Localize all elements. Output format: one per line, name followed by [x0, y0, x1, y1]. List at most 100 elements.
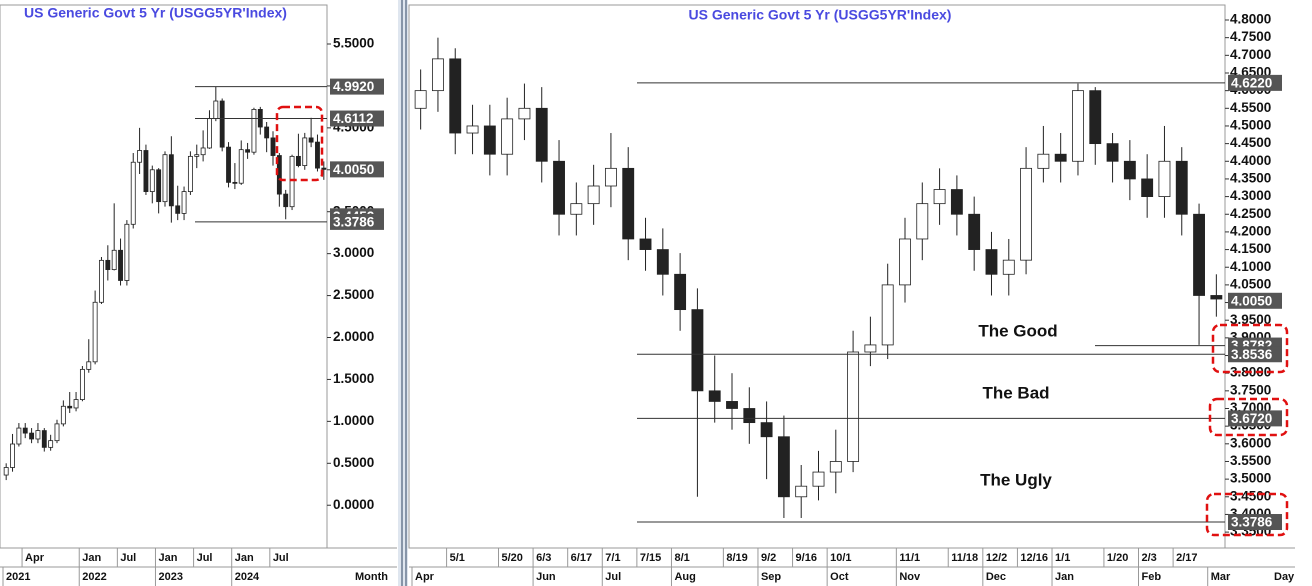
candle-body — [708, 390, 721, 402]
candle-body — [899, 238, 911, 286]
x-tick-label: 10/1 — [830, 552, 851, 564]
candle-body — [933, 189, 946, 205]
candle-body — [1193, 213, 1205, 296]
candle-body — [414, 90, 427, 109]
candle-body — [466, 125, 479, 134]
x-tick-label: 9/16 — [796, 552, 817, 564]
x-tick-label: 6/17 — [571, 552, 592, 564]
x-tick-label: Jan — [1055, 571, 1074, 583]
candle-body — [1037, 153, 1050, 169]
candle-body — [86, 361, 92, 370]
annotation: The Good — [978, 321, 1057, 340]
candle-body — [535, 107, 548, 162]
x-tick-label: Nov — [899, 571, 921, 583]
candle-body — [881, 284, 894, 346]
candle-body — [308, 137, 314, 143]
x-tick-label: Mar — [1211, 571, 1231, 583]
candle-body — [570, 203, 583, 215]
y-tick-label: 1.0000 — [333, 413, 374, 428]
candle-body — [295, 155, 301, 166]
x-tick-label: 2023 — [158, 571, 182, 583]
level-label: 3.3786 — [333, 214, 375, 229]
plots: 0.0000 0.5000 1.0000 1.5000 2.0000 2.5000 3.00… — [0, 4, 1295, 586]
level-box — [1228, 74, 1282, 91]
level-box — [1228, 514, 1282, 531]
candle-body — [16, 427, 22, 445]
candle-body — [130, 161, 136, 225]
candle-body — [674, 273, 687, 311]
y-tick-label: 3.5500 — [1230, 453, 1271, 468]
x-tick-label: Apr — [25, 552, 45, 564]
candle-body — [213, 100, 219, 120]
candle-body — [587, 185, 600, 205]
candle-body — [501, 118, 514, 155]
level-box — [1228, 292, 1282, 309]
y-tick-label: 4.3000 — [1230, 188, 1271, 203]
candle-body — [639, 238, 652, 250]
y-tick-label: 1.5000 — [333, 371, 374, 386]
candle-body — [518, 107, 531, 120]
y-tick-label: 4.8000 — [1230, 12, 1271, 27]
candle-body — [743, 408, 756, 424]
candle-body — [270, 137, 276, 156]
candle-body — [264, 126, 270, 139]
annotation: The Bad — [982, 383, 1049, 402]
x-tick-label: 5/20 — [501, 552, 522, 564]
candle-body — [187, 155, 193, 192]
y-tick-label: 2.0000 — [333, 329, 374, 344]
y-tick-label: 3.7500 — [1230, 382, 1271, 397]
candle-body — [812, 471, 825, 487]
y-tick-label: 3.9500 — [1230, 312, 1271, 327]
candle-body — [194, 154, 200, 157]
candle-body — [251, 109, 257, 153]
x-tick-label: Oct — [830, 571, 849, 583]
candle-body — [1106, 143, 1119, 162]
candle-body — [60, 405, 66, 425]
x-tick-label: 11/18 — [951, 552, 978, 564]
candle-body — [175, 205, 181, 214]
annotation: The Ugly — [980, 470, 1052, 489]
candle-body — [302, 137, 308, 166]
candle-body — [483, 125, 496, 155]
highlight-box — [1208, 397, 1289, 437]
x-tick-label: Jan — [235, 552, 254, 564]
candle-body — [777, 436, 790, 498]
candle-body — [219, 100, 225, 148]
candle-body — [3, 467, 9, 476]
y-tick-label: 4.3500 — [1230, 170, 1271, 185]
x-tick-label: 11/1 — [899, 552, 920, 564]
level-box — [1228, 346, 1282, 363]
candle-body — [1175, 160, 1188, 215]
candle-body — [92, 301, 98, 363]
x-tick-label: 7/15 — [640, 552, 661, 564]
x-tick-label: Jan — [82, 552, 101, 564]
highlight-box — [1211, 323, 1289, 374]
candle-body — [622, 167, 635, 240]
x-tick-label: 2/17 — [1176, 552, 1197, 564]
candle-body — [1002, 259, 1015, 275]
candle-body — [553, 160, 565, 215]
candle-body — [726, 401, 738, 409]
level-box — [1228, 410, 1282, 427]
candle-body — [67, 405, 73, 409]
x-tick-label: 2/3 — [1142, 552, 1157, 564]
candle-body — [168, 154, 174, 207]
candle-body — [73, 399, 79, 409]
x-tick-label: Jul — [197, 552, 213, 564]
x-tick-label: 12/2 — [986, 552, 1007, 564]
candle-body — [283, 193, 289, 208]
candle-body — [1210, 295, 1223, 300]
candle-body — [245, 149, 251, 153]
x-tick-label: 7/1 — [605, 552, 620, 564]
candle-body — [118, 249, 123, 281]
y-tick-label: 4.4500 — [1230, 135, 1271, 150]
y-tick-label: 3.5000 — [1230, 471, 1271, 486]
level-box — [330, 161, 384, 178]
candle-body — [1072, 90, 1084, 162]
candle-body — [232, 181, 238, 184]
candle-body — [1141, 178, 1154, 197]
x-tick-label: Dec — [986, 571, 1006, 583]
candle-body — [162, 154, 168, 203]
y-tick-label: 0.5000 — [333, 455, 374, 470]
